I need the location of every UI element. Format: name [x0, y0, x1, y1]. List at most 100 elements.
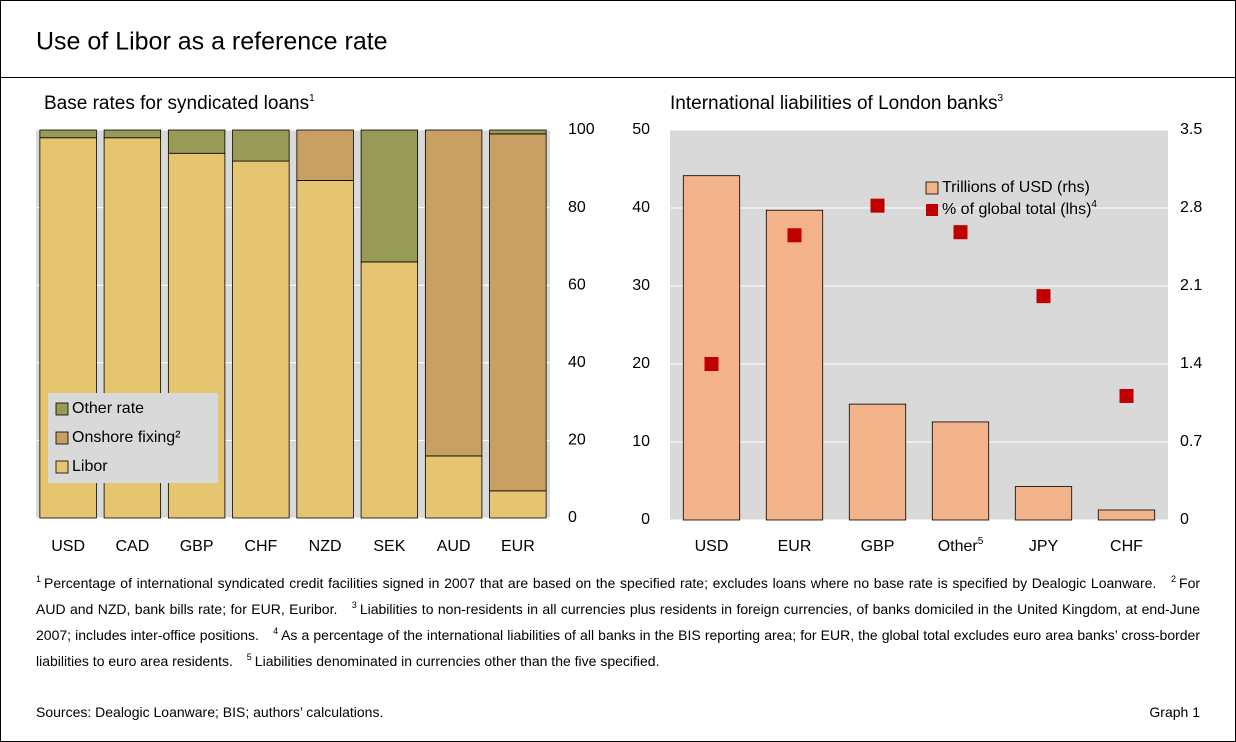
x-tick-label-text: USD: [695, 538, 729, 555]
y-tick-label: 10: [632, 433, 650, 450]
x-tick-label-note: 5: [978, 536, 984, 547]
x-tick-label: USD: [51, 538, 85, 555]
marker: [953, 225, 968, 240]
footnote-number: 5: [246, 652, 252, 662]
legend-label: Libor: [72, 458, 108, 475]
bar-segment: [232, 160, 290, 519]
footnote: 5 Liabilities denominated in currencies o…: [246, 652, 660, 669]
footnote: 1 Percentage of international syndicated …: [36, 574, 1157, 591]
x-tick-label-text: EUR: [778, 538, 812, 555]
x-tick-label: GBP: [180, 538, 214, 555]
x-tick-label: EUR: [501, 538, 535, 555]
footnote-text: For AUD and NZD, bank bills rate; for EU…: [36, 575, 1201, 617]
bar-segment: [489, 133, 547, 492]
x-tick-label-text: GBP: [861, 538, 895, 555]
bar-segment: [489, 490, 547, 519]
bar: [682, 175, 741, 521]
legend-label: Trillions of USD (rhs): [942, 179, 1090, 196]
footnote-number: 1: [36, 574, 42, 584]
bar-segment: [424, 455, 483, 519]
footnotes: 1 Percentage of international syndicated …: [36, 568, 1200, 672]
x-tick-label-text: JPY: [1029, 538, 1059, 555]
y-tick-label: 40: [568, 354, 586, 371]
chart-title-text: International liabilities of London bank…: [670, 93, 997, 114]
y-tick-label: 80: [568, 199, 586, 216]
y-tick-label: 60: [568, 276, 586, 293]
bar-segment: [424, 129, 483, 457]
bar: [848, 403, 907, 521]
bar: [1097, 509, 1156, 521]
x-tick-label: Other5: [938, 536, 984, 555]
legend-swatch: [55, 402, 69, 416]
legend-swatch: [55, 431, 69, 445]
y-tick-label: 100: [568, 121, 595, 138]
y2-tick-label: 1.4: [1180, 355, 1202, 372]
bar: [765, 209, 824, 521]
x-tick-label: CHF: [1110, 538, 1143, 555]
bar-segment: [360, 129, 419, 263]
y2-tick-label: 2.8: [1180, 199, 1202, 216]
marker: [787, 228, 802, 243]
bar: [1014, 486, 1073, 521]
bar-segment: [296, 129, 354, 181]
plot-area: [670, 130, 1168, 520]
x-tick-label: JPY: [1029, 538, 1059, 555]
chart-title: Base rates for syndicated loans1: [44, 93, 315, 114]
y-tick-label: 50: [632, 121, 650, 138]
footnote: 3 Liabilities to non-residents in all cur…: [36, 600, 1200, 643]
y2-tick-label: 2.1: [1180, 277, 1202, 294]
y-tick-label: 20: [632, 355, 650, 372]
footnote-text: As a percentage of the international lia…: [36, 627, 1200, 669]
marker: [1036, 289, 1051, 304]
chart-title-note: 1: [309, 93, 315, 104]
footnote-text: Liabilities denominated in currencies ot…: [254, 653, 660, 669]
legend-label-text: Trillions of USD (rhs): [942, 179, 1090, 196]
bar-segment: [39, 129, 97, 139]
x-tick-label-text: CHF: [1110, 538, 1143, 555]
marker: [870, 198, 885, 213]
footnote-number: 4: [273, 626, 279, 636]
x-tick-label: USD: [695, 538, 729, 555]
y-tick-label: 20: [568, 432, 586, 449]
footnote-text: Percentage of international syndicated c…: [44, 575, 1157, 591]
legend-label-text: % of global total (lhs): [942, 201, 1091, 218]
chart-title-note: 3: [997, 93, 1003, 104]
y2-tick-label: 0.7: [1180, 433, 1202, 450]
x-tick-label: SEK: [373, 538, 405, 555]
legend-label-note: 4: [1091, 199, 1097, 210]
y2-tick-label: 0: [1180, 511, 1189, 528]
bar-segment: [360, 261, 419, 519]
footnote-text: Liabilities to non-residents in all curr…: [36, 601, 1200, 643]
legend-label: % of global total (lhs)4: [942, 199, 1097, 218]
y-tick-label: 0: [568, 509, 577, 526]
sources: Sources: Dealogic Loanware; BIS; authors…: [36, 704, 384, 720]
x-tick-label: GBP: [861, 538, 895, 555]
x-tick-label: EUR: [778, 538, 812, 555]
chart-title: International liabilities of London bank…: [670, 93, 1003, 114]
page-title: Use of Libor as a reference rate: [36, 28, 388, 56]
bar-segment: [232, 129, 290, 162]
legend-box: [48, 393, 218, 483]
footer: Sources: Dealogic Loanware; BIS; authors…: [36, 704, 1200, 720]
x-tick-label: CHF: [244, 538, 277, 555]
x-tick-label: NZD: [309, 538, 342, 555]
y-tick-label: 0: [641, 511, 650, 528]
bar-segment: [489, 129, 547, 135]
footnote-number: 2: [1171, 574, 1177, 584]
footnote: 2 For AUD and NZD, bank bills rate; for E…: [36, 574, 1201, 617]
y-tick-label: 40: [632, 199, 650, 216]
legend-swatch: [55, 460, 69, 474]
legend-label: Other rate: [72, 400, 144, 417]
chart-title-text: Base rates for syndicated loans: [44, 93, 309, 114]
x-tick-label: CAD: [115, 538, 149, 555]
legend-swatch: [926, 204, 938, 216]
legend-label: Onshore fixing²: [72, 429, 181, 446]
bar-segment: [296, 180, 354, 519]
graph-label: Graph 1: [1149, 704, 1200, 720]
y-tick-label: 30: [632, 277, 650, 294]
x-tick-label-text: Other: [938, 538, 979, 555]
marker: [704, 357, 719, 371]
legend-swatch: [925, 181, 939, 195]
